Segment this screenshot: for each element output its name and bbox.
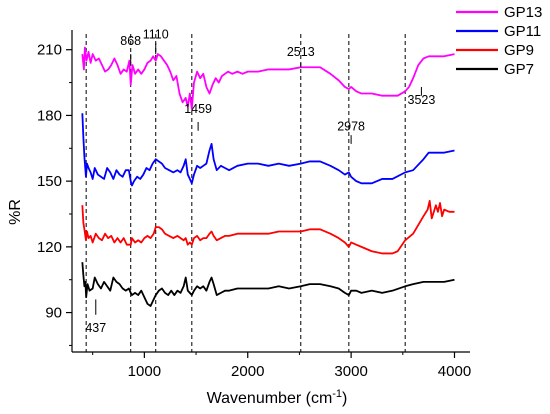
legend-label-gp13: GP13 — [504, 4, 542, 21]
y-axis-title: %R — [7, 199, 24, 225]
y-tick-label-90: 90 — [45, 305, 62, 322]
legend-label-gp11: GP11 — [504, 23, 541, 40]
series-line-gp7 — [81, 262, 455, 307]
annotation-2978: 2978 — [337, 119, 365, 133]
legend-label-gp7: GP7 — [504, 61, 534, 78]
y-tick-label-120: 120 — [37, 239, 62, 256]
series-line-gp9 — [81, 199, 455, 255]
legend: GP13 GP11 GP9 GP7 — [456, 4, 542, 78]
x-tick-label-3000: 3000 — [334, 363, 367, 380]
annotations: 868 1110 2513 1459 2978 3523 437 — [85, 27, 435, 335]
x-axis-title-superscript: -1 — [332, 388, 342, 400]
x-axis-title-tail: ) — [342, 390, 347, 407]
legend-label-gp9: GP9 — [504, 42, 534, 59]
x-axis-title: Wavenumber (cm-1) — [207, 388, 348, 407]
ticks: 1000 2000 3000 4000 90 120 150 180 210 — [37, 42, 471, 380]
annotation-3523: 3523 — [408, 93, 436, 107]
annotation-2513: 2513 — [287, 45, 315, 59]
plot-area — [81, 34, 455, 352]
y-tick-label-150: 150 — [37, 173, 62, 190]
y-tick-label-180: 180 — [37, 107, 62, 124]
annotation-868: 868 — [120, 34, 141, 48]
series-line-gp13 — [81, 46, 455, 110]
x-axis-title-main: Wavenumber (cm — [207, 390, 333, 407]
annotation-1459: 1459 — [184, 102, 212, 116]
annotation-437: 437 — [85, 321, 106, 335]
annotation-1110: 1110 — [143, 27, 169, 41]
x-tick-label-1000: 1000 — [128, 363, 161, 380]
axes — [71, 30, 470, 353]
series-line-gp11 — [81, 113, 455, 187]
x-tick-label-4000: 4000 — [438, 363, 471, 380]
x-tick-label-2000: 2000 — [231, 363, 264, 380]
y-tick-label-210: 210 — [37, 42, 62, 59]
